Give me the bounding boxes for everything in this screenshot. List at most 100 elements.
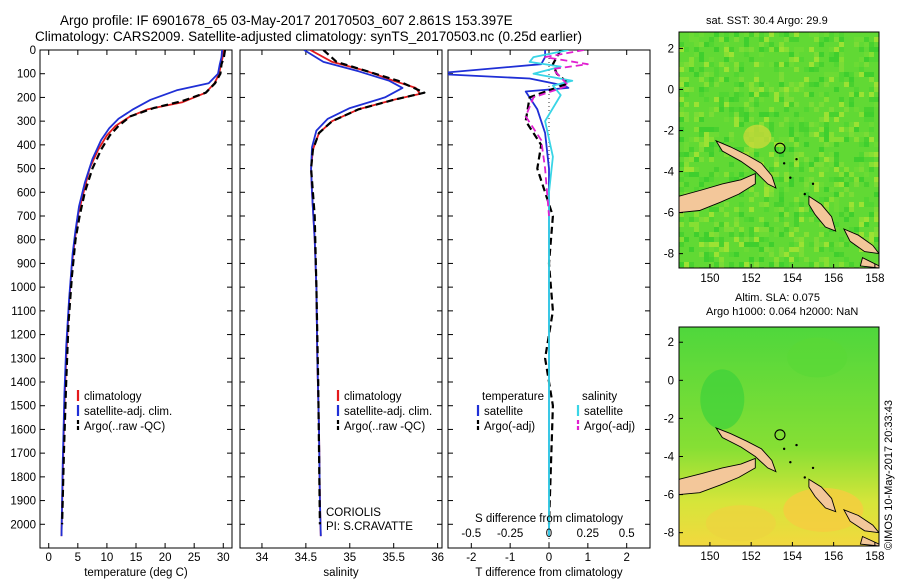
sst-cell <box>679 42 684 47</box>
sst-cell <box>764 197 769 202</box>
sst-cell <box>759 47 764 52</box>
series-line-argo-raw-qc- <box>61 50 227 525</box>
sst-cell <box>859 37 864 42</box>
sst-cell <box>804 257 809 262</box>
y-tick-label: 1300 <box>10 353 36 365</box>
sst-cell <box>704 242 709 247</box>
sst-cell <box>744 117 749 122</box>
sst-cell <box>849 72 854 77</box>
sst-cell <box>839 77 844 82</box>
sst-cell <box>679 162 684 167</box>
sst-cell <box>829 242 834 247</box>
sst-cell <box>854 72 859 77</box>
sst-cell <box>694 227 699 232</box>
sst-cell <box>784 107 789 112</box>
sst-cell <box>759 227 764 232</box>
sst-cell <box>849 177 854 182</box>
sst-cell <box>749 147 754 152</box>
sst-cell <box>864 237 869 242</box>
sst-cell <box>734 122 739 127</box>
sst-cell <box>779 262 784 267</box>
argo-position-marker <box>774 142 786 154</box>
sst-cell <box>794 227 799 232</box>
sst-cell <box>719 107 724 112</box>
sst-cell <box>744 112 749 117</box>
sst-cell <box>734 72 739 77</box>
sst-cell <box>844 107 849 112</box>
sst-cell <box>749 257 754 262</box>
land-polygon <box>808 478 837 513</box>
sst-cell <box>824 122 829 127</box>
islet-marker <box>811 182 815 186</box>
sst-cell <box>744 82 749 87</box>
sst-cell <box>829 247 834 252</box>
sst-cell <box>769 242 774 247</box>
sst-cell <box>834 207 839 212</box>
sst-cell <box>744 247 749 252</box>
sst-cell <box>849 262 854 267</box>
sst-cell <box>704 252 709 257</box>
sst-cell <box>864 57 869 62</box>
sst-cell <box>779 212 784 217</box>
sst-cell <box>684 152 689 157</box>
legend-title: temperature <box>482 391 544 403</box>
sst-cell <box>724 227 729 232</box>
sst-cell <box>719 207 724 212</box>
y-tick-label: 0 <box>668 375 674 387</box>
sst-cell <box>794 237 799 242</box>
sst-cell <box>714 82 719 87</box>
sst-cell <box>784 227 789 232</box>
legend-label: climatology <box>84 391 142 403</box>
low-patch <box>700 369 745 430</box>
sst-cell <box>784 257 789 262</box>
sst-cell <box>874 102 879 107</box>
sst-cell <box>704 127 709 132</box>
sst-cell <box>709 212 714 217</box>
sst-cell <box>724 32 729 37</box>
sst-cell <box>789 147 794 152</box>
sst-cell <box>824 257 829 262</box>
sst-cell <box>864 222 869 227</box>
sst-cell <box>789 37 794 42</box>
sst-cell <box>839 102 844 107</box>
sst-cell <box>739 92 744 97</box>
sst-cell <box>864 107 869 112</box>
sst-cell <box>809 62 814 67</box>
series-group <box>60 50 227 537</box>
sst-cell <box>764 187 769 192</box>
sst-cell <box>699 217 704 222</box>
sst-cell <box>684 82 689 87</box>
sst-cell <box>834 72 839 77</box>
sst-map-title: sat. SST: 30.4 Argo: 29.9 <box>706 15 828 27</box>
sst-cell <box>809 67 814 72</box>
y-tick-label: 500 <box>17 164 36 176</box>
sst-cell <box>749 117 754 122</box>
sst-cell <box>814 132 819 137</box>
sst-cell <box>729 232 734 237</box>
sst-cell <box>734 62 739 67</box>
sst-cell <box>834 202 839 207</box>
sst-cell <box>804 177 809 182</box>
sst-cell <box>689 67 694 72</box>
sst-cell <box>709 142 714 147</box>
sst-cell <box>779 87 784 92</box>
sst-cell <box>809 82 814 87</box>
sst-cell <box>789 247 794 252</box>
x-tick-label: 158 <box>865 551 884 563</box>
sst-cell <box>824 202 829 207</box>
sst-cell <box>764 192 769 197</box>
sst-cell <box>829 142 834 147</box>
sst-cell <box>804 207 809 212</box>
sst-cell <box>744 217 749 222</box>
sst-cell <box>694 157 699 162</box>
islet-marker <box>782 447 786 451</box>
sst-cell <box>734 107 739 112</box>
sst-cell <box>689 32 694 37</box>
sst-cell <box>789 82 794 87</box>
sst-cell <box>874 177 879 182</box>
sst-cell <box>774 112 779 117</box>
sst-cell <box>724 62 729 67</box>
sst-cell <box>769 227 774 232</box>
sst-cell <box>759 62 764 67</box>
sst-cell <box>824 132 829 137</box>
